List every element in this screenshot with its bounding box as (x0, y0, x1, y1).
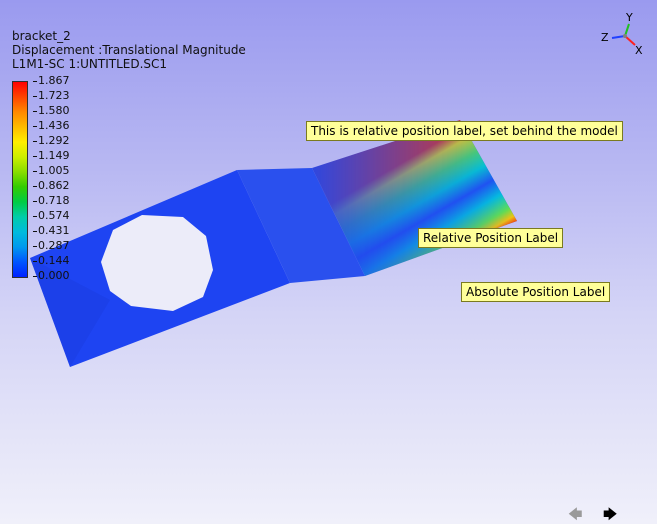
triad-x-label: X (635, 44, 643, 57)
legend-tick-mark (33, 215, 37, 217)
legend-tick-mark (33, 185, 37, 187)
legend-tick-value: 0.431 (38, 224, 70, 237)
legend-tick-value: 1.867 (38, 74, 70, 87)
load-case: L1M1-SC 1:UNTITLED.SC1 (12, 57, 168, 71)
legend-tick-mark (33, 170, 37, 172)
legend-tick-label: 1.723 (33, 90, 70, 102)
legend-tick-label: 0.144 (33, 255, 70, 267)
legend-tick-label: 0.574 (33, 210, 70, 222)
legend-tick-value: 1.149 (38, 149, 70, 162)
legend-tick-label: 1.149 (33, 150, 70, 162)
legend-tick-mark (33, 140, 37, 142)
legend-tick-value: 1.723 (38, 89, 70, 102)
legend-tick-label: 0.000 (33, 270, 70, 282)
bracket-edge-shade (30, 258, 110, 367)
legend-tick-value: 0.862 (38, 179, 70, 192)
legend-tick-mark (33, 230, 37, 232)
back-button[interactable]: 🡄 (568, 508, 582, 522)
legend-tick-value: 0.574 (38, 209, 70, 222)
legend-tick-value: 1.005 (38, 164, 70, 177)
legend-tick-value: 0.287 (38, 239, 70, 252)
legend-tick-value: 0.144 (38, 254, 70, 267)
legend-tick-mark (33, 80, 37, 82)
forward-button[interactable]: 🡆 (603, 508, 617, 522)
legend-tick-label: 1.292 (33, 135, 70, 147)
absolute-position-label[interactable]: Absolute Position Label (461, 282, 611, 302)
legend-color-bar (12, 81, 28, 278)
legend-tick-label: 0.287 (33, 240, 70, 252)
legend-tick-value: 1.580 (38, 104, 70, 117)
legend-tick-mark (33, 200, 37, 202)
result-type: Displacement :Translational Magnitude (12, 43, 246, 57)
legend-tick-mark (33, 275, 37, 277)
bracket-hole (101, 215, 213, 311)
relative-position-label[interactable]: Relative Position Label (418, 228, 564, 248)
left-arrow-icon: 🡄 (568, 507, 583, 523)
legend-tick-label: 1.436 (33, 120, 70, 132)
legend-tick-value: 0.000 (38, 269, 70, 282)
legend-tick-label: 0.431 (33, 225, 70, 237)
triad-z-label: Z (601, 31, 609, 44)
legend-tick-value: 0.718 (38, 194, 70, 207)
triad-y-label: Y (625, 11, 633, 24)
legend-tick-mark (33, 260, 37, 262)
behind-model-label[interactable]: This is relative position label, set beh… (306, 121, 623, 141)
legend-tick-mark (33, 125, 37, 127)
right-arrow-icon: 🡆 (603, 507, 618, 523)
legend-tick-mark (33, 155, 37, 157)
legend-tick-value: 1.436 (38, 119, 70, 132)
coordinate-triad: Z Y X (601, 11, 643, 57)
legend-tick-label: 1.580 (33, 105, 70, 117)
model-name: bracket_2 (12, 29, 71, 43)
legend-tick-label: 0.862 (33, 180, 70, 192)
legend-tick-mark (33, 110, 37, 112)
legend-tick-label: 1.867 (33, 75, 70, 87)
legend-tick-mark (33, 95, 37, 97)
bracket-bend[interactable] (237, 168, 365, 283)
legend-tick-label: 1.005 (33, 165, 70, 177)
legend-tick-label: 0.718 (33, 195, 70, 207)
legend-tick-value: 1.292 (38, 134, 70, 147)
legend-tick-mark (33, 245, 37, 247)
